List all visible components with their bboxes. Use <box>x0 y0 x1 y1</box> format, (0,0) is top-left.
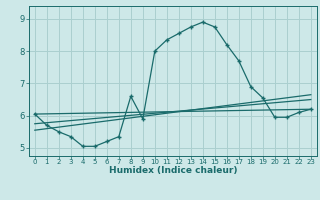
X-axis label: Humidex (Indice chaleur): Humidex (Indice chaleur) <box>108 166 237 175</box>
